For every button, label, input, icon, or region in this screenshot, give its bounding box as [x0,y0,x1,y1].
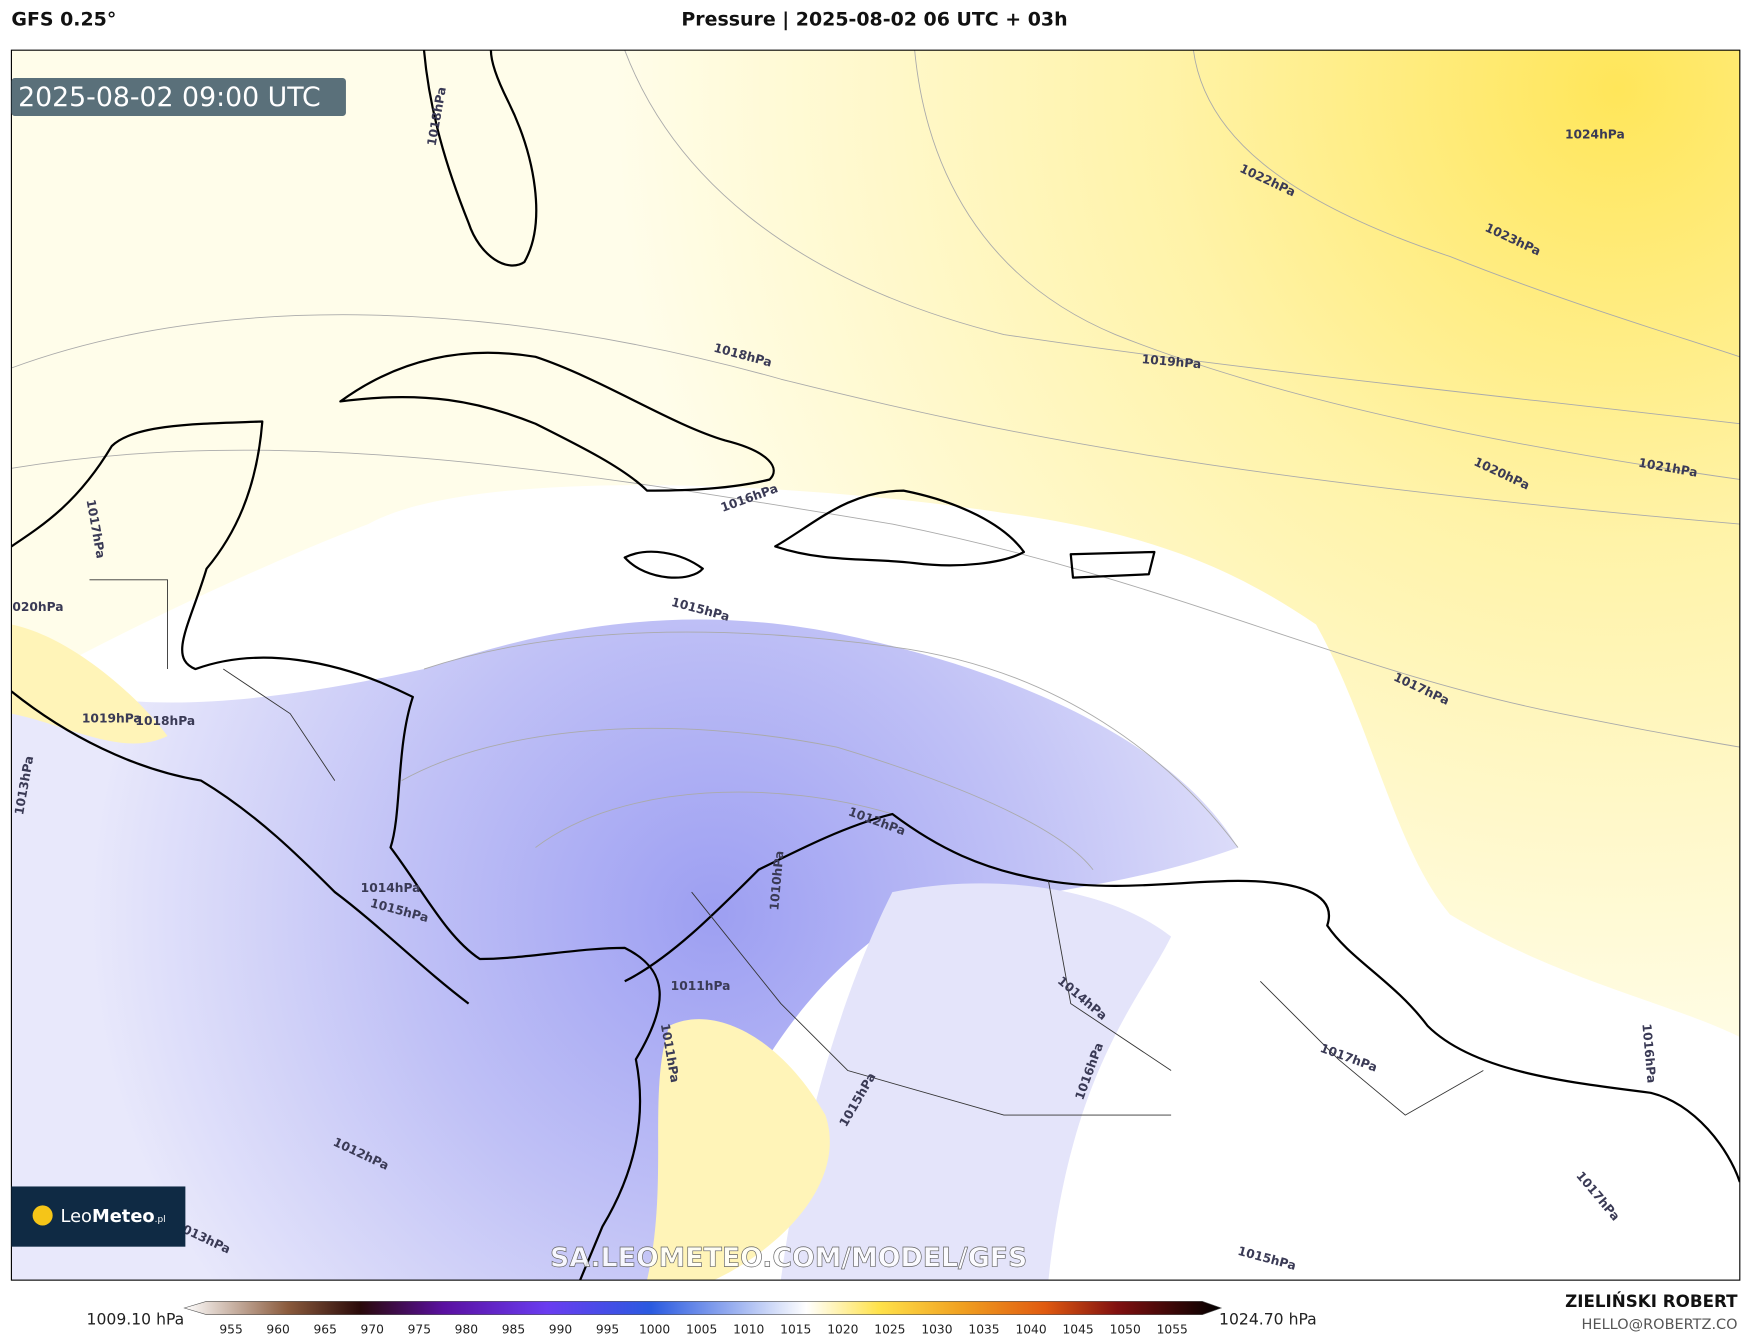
valid-time-box [11,78,346,116]
contour-label: 1010hPa [767,850,786,911]
colorbar-tick: 1040 [1015,1323,1046,1337]
map-title: Pressure | 2025-08-02 06 UTC + 03h [681,9,1067,31]
contour-label: 1011hPa [671,979,731,993]
colorbar-ticks: 955 960 965 970 975 980 985 990 995 1000 1005 1010 1… [219,1323,1187,1337]
logo-sun [32,1205,53,1226]
colorbar-tick: 975 [408,1323,431,1337]
contour-label: 1024hPa [1565,127,1625,141]
colorbar-tick: 995 [596,1323,619,1337]
colorbar-tick: 985 [502,1323,525,1337]
colorbar-tick: 1025 [874,1323,905,1337]
field-1014 [780,883,1172,1281]
colorbar-tick: 1035 [968,1323,999,1337]
field-andes [647,1019,830,1281]
coastlines [11,50,1740,1281]
contour-label: 1016hPa [1639,1023,1658,1084]
colorbar-tick: 965 [314,1323,337,1337]
colorbar-tick: 990 [549,1323,572,1337]
colorbar-tick: 1030 [921,1323,952,1337]
colorbar-tick: 1015 [780,1323,811,1337]
valid-time: 2025-08-02 09:00 UTC [18,82,321,113]
borders [89,579,1484,1116]
contour-label: 1020hPa [4,600,64,614]
contour-label: 1018hPa [135,714,195,728]
colorbar-tick: 960 [266,1323,289,1337]
contour-label: 1019hPa [82,712,142,726]
colorbar [183,1301,1223,1315]
colorbar-max: 1024.70 hPa [1219,1311,1317,1329]
contour-label: 1019hPa [1141,352,1202,371]
field-mexico [11,624,168,744]
colorbar-tick: 955 [219,1323,242,1337]
colorbar-tick: 1005 [686,1323,717,1337]
colorbar-tick: 1010 [733,1323,764,1337]
colorbar-tick: 1055 [1157,1323,1188,1337]
colorbar-tick: 1050 [1110,1323,1141,1337]
colorbar-tick: 970 [361,1323,384,1337]
map: SA.LEOMETEO.COM/MODEL/GFS 1018hPa 1024hPa… [4,50,1740,1281]
colorbar-tick: 1045 [1063,1323,1094,1337]
contour-label: 1014hPa [361,881,421,895]
email: HELLO@ROBERTZ.CO [1582,1317,1738,1333]
watermark: SA.LEOMETEO.COM/MODEL/GFS [550,1243,1027,1274]
colorbar-min: 1009.10 hPa [87,1311,185,1329]
isobars [11,50,1740,871]
map-frame [10,49,1741,1281]
model-name: GFS 0.25° [11,9,116,31]
logo-text: LeoMeteo.pl [60,1206,165,1227]
colorbar-tick: 1020 [827,1323,858,1337]
colorbar-tick: 1000 [639,1323,670,1337]
field-1012 [11,619,1239,1281]
author: ZIELIŃSKI ROBERT [1565,1291,1738,1311]
colorbar-tick: 980 [455,1323,478,1337]
